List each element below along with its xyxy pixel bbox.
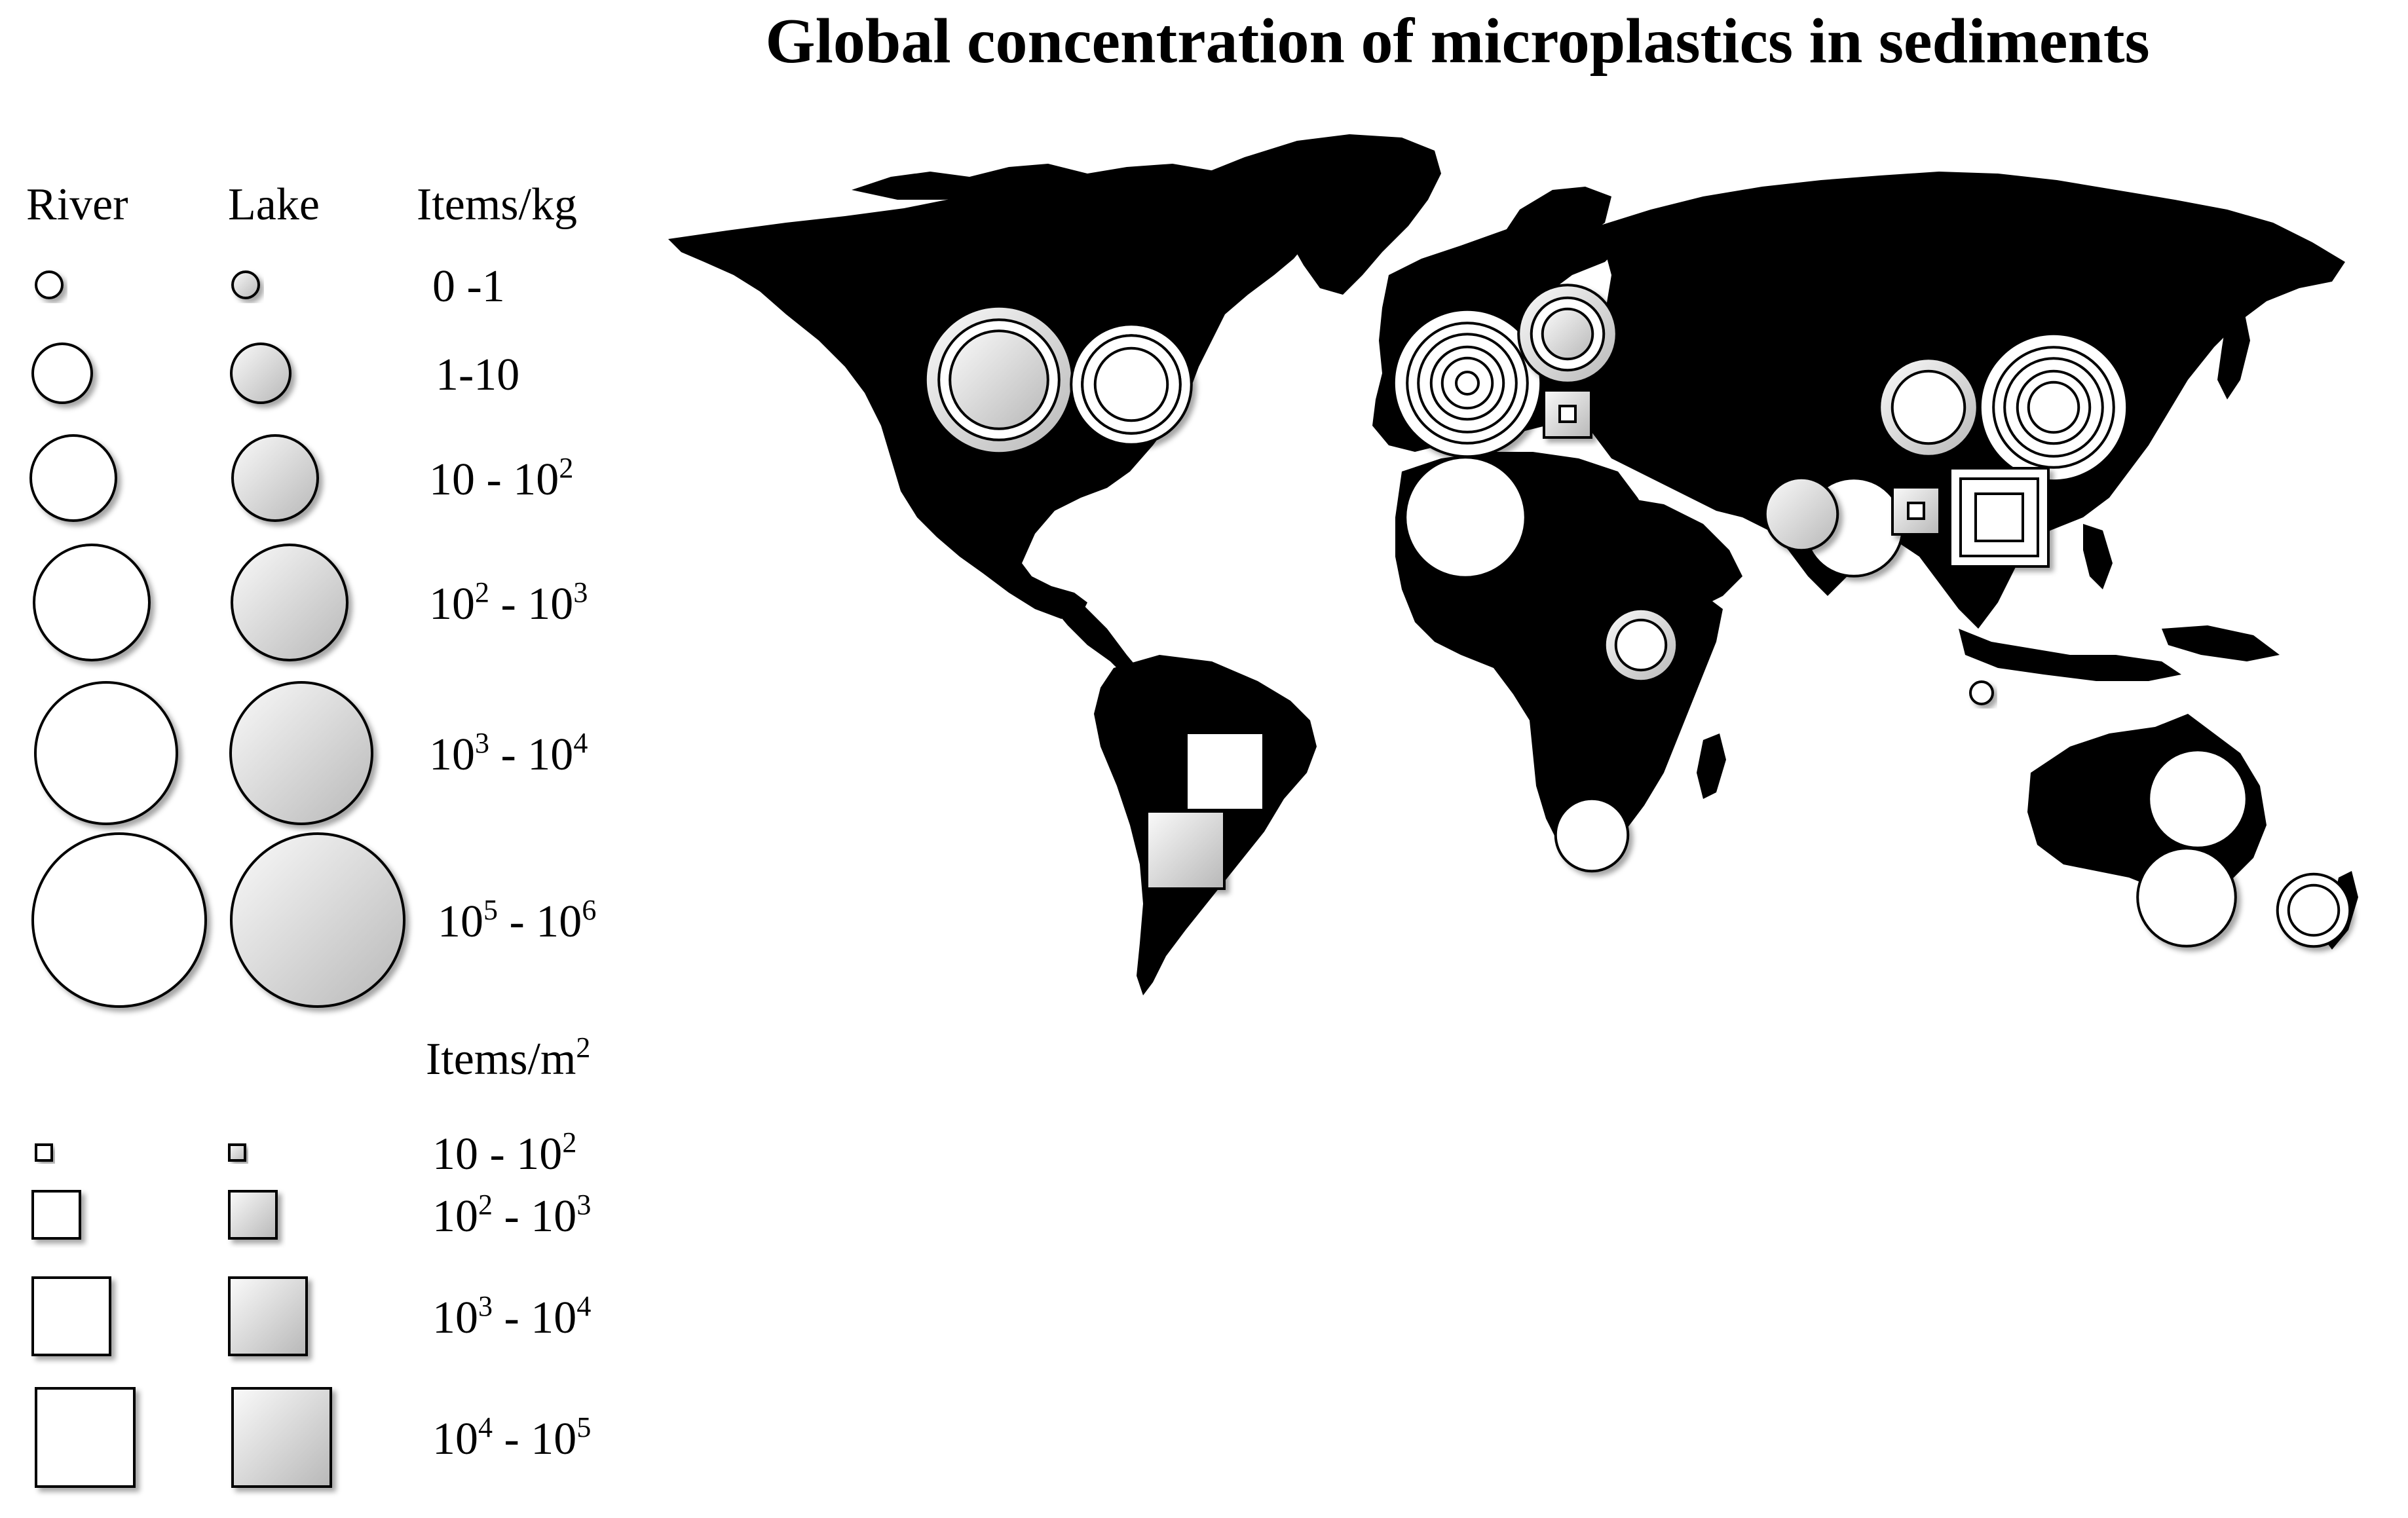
site-square [1146, 810, 1226, 890]
site-circle [1969, 680, 1994, 705]
site-marker [1891, 486, 1941, 536]
landmass-greenland [1199, 134, 1441, 295]
legend-river-circle [29, 434, 117, 522]
site-square [1907, 502, 1925, 520]
legend-kg-range-label: 105 - 106 [438, 894, 596, 947]
legend-m2-range-label: 102 - 103 [432, 1189, 591, 1242]
site-circle [2136, 847, 2237, 948]
site-marker [2147, 749, 2248, 849]
legend-lake-square [228, 1276, 308, 1356]
legend-river-header: River [26, 179, 128, 230]
legend-unit-kg: Items/kg [417, 179, 577, 230]
legend-lake-circle [230, 832, 405, 1008]
legend-river-square [35, 1143, 53, 1162]
site-marker [1070, 323, 1193, 446]
site-marker [1969, 680, 1994, 705]
legend-lake-square [231, 1387, 332, 1488]
legend-river-circle [31, 832, 207, 1008]
legend-lake-circle [230, 342, 292, 404]
legend-kg-range-label: 103 - 104 [429, 727, 588, 780]
site-circle [2027, 380, 2080, 434]
site-marker [1185, 731, 1265, 811]
legend-river-square [31, 1276, 111, 1356]
site-circle [1093, 346, 1169, 422]
legend-river-circle [34, 681, 178, 825]
site-marker [1763, 476, 1839, 552]
site-circle [1614, 618, 1668, 672]
legend-kg-ranges: 0 -1 1-10 10 - 102 102 - 103 103 - 104 105 - … [429, 261, 596, 947]
map-title: Global concentration of microplastics in… [765, 6, 2149, 77]
legend-m2-range-label: 103 - 104 [432, 1290, 591, 1343]
site-marker [1517, 284, 1618, 384]
legend-lake-circle [229, 681, 373, 825]
landmass-new-guinea [2162, 625, 2280, 661]
legend-lake-circle [231, 544, 348, 661]
site-marker [1603, 607, 1679, 683]
site-circle [2287, 883, 2341, 937]
legend-unit-m2: Items/m2 [426, 1031, 590, 1084]
site-circle [1891, 369, 1966, 445]
legend-river-square [31, 1190, 81, 1240]
landmass-philippines [2083, 524, 2113, 589]
legend-river-circle [35, 270, 64, 299]
landmass-japan [2217, 308, 2250, 399]
site-marker [1543, 389, 1592, 439]
landmass-central-america [1051, 589, 1143, 681]
legend-lake-circle [231, 434, 319, 522]
landmass-arctic-islands [852, 164, 1245, 200]
world-map [668, 134, 2358, 995]
site-marker [2276, 872, 2352, 948]
site-marker [2136, 847, 2237, 948]
legend-river-circle [33, 544, 151, 661]
legend-river-square [35, 1387, 136, 1488]
legend-symbols [29, 270, 405, 1488]
site-marker [1146, 810, 1226, 890]
legend-m2-range-label: 10 - 102 [432, 1126, 576, 1179]
site-marker [1978, 332, 2129, 483]
site-marker [1949, 467, 2050, 568]
site-circle [2147, 749, 2248, 849]
legend-m2-range-label: 104 - 105 [432, 1411, 591, 1464]
landmass-madagascar [1697, 733, 1726, 799]
legend-lake-square [228, 1190, 278, 1240]
site-circle [949, 329, 1049, 430]
site-circle [1541, 307, 1594, 361]
site-marker [1554, 797, 1630, 873]
legend-kg-range-label: 10 - 102 [429, 452, 573, 505]
legend-river-circle [31, 342, 93, 404]
legend-m2-ranges: 10 - 102 102 - 103 103 - 104 104 - 105 [432, 1126, 591, 1464]
legend: River Lake Items/kg Items/m2 0 -1 1-10 10 … [26, 179, 596, 1488]
site-circle [1554, 797, 1630, 873]
legend-kg-range-label: 0 -1 [432, 261, 505, 312]
site-circle [1763, 476, 1839, 552]
site-marker [1878, 357, 1979, 458]
site-square [1558, 405, 1577, 423]
legend-lake-circle [231, 270, 260, 299]
site-marker [1404, 456, 1527, 579]
site-marker [924, 305, 1074, 455]
legend-lake-header: Lake [228, 179, 320, 230]
site-marker [1392, 308, 1543, 458]
site-square [1974, 492, 2024, 542]
legend-kg-range-label: 1-10 [436, 350, 519, 400]
site-circle [1455, 371, 1480, 396]
site-square [1185, 731, 1265, 811]
legend-lake-square [228, 1143, 246, 1162]
legend-kg-range-label: 102 - 103 [429, 576, 588, 629]
site-markers [924, 284, 2352, 948]
site-circle [1404, 456, 1527, 579]
landmass-scandinavia [1494, 187, 1611, 275]
landmass-se-asia-islands [1959, 629, 2181, 681]
